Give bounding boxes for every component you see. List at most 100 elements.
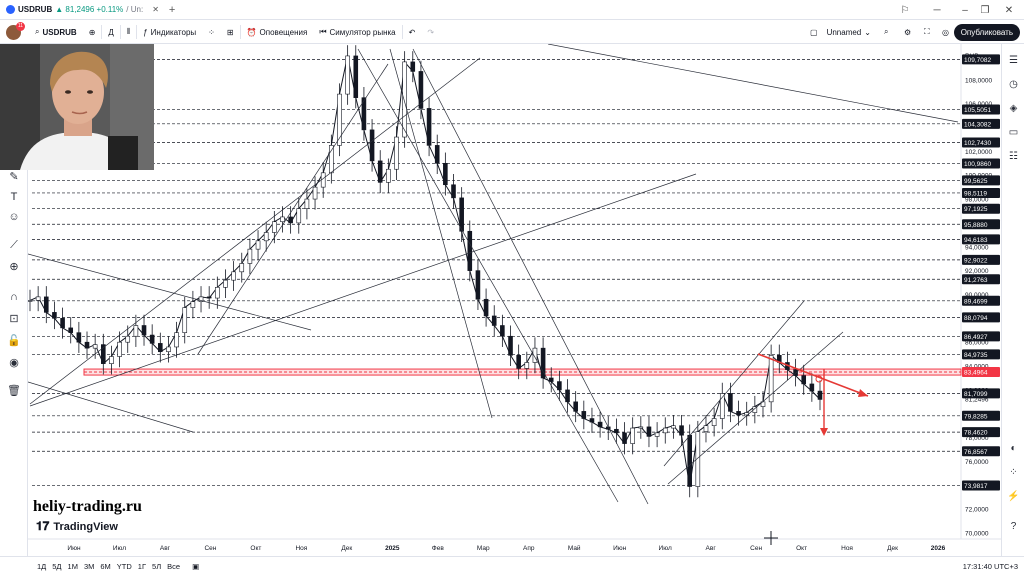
eye-icon[interactable]: ◉ (9, 357, 19, 369)
indicators-button[interactable]: ƒ Индикаторы (137, 21, 202, 44)
candle-body (149, 334, 155, 344)
candle-body (768, 355, 774, 403)
snapshot-button[interactable]: ◎ (936, 21, 955, 44)
magnet-icon[interactable]: ∩ (10, 291, 18, 303)
alerts-button[interactable]: ⏰ Оповещения (241, 21, 314, 44)
maximize-icon[interactable]: ❐ (980, 4, 990, 16)
fullscreen-button[interactable]: ⛶ (918, 21, 936, 44)
tradingview-logo-icon: 𝟏𝟕 (36, 519, 50, 533)
redo-button[interactable]: ↷ (421, 21, 440, 44)
range-5y[interactable]: 5Л (152, 562, 162, 571)
range-ytd[interactable]: YTD (116, 562, 132, 571)
range-all[interactable]: Все (167, 562, 181, 571)
range-6m[interactable]: 6М (100, 562, 111, 571)
price-level-tag (962, 388, 1000, 399)
candle-body (84, 341, 90, 349)
candle-body (263, 232, 269, 242)
lock-drawings-icon[interactable]: ⊡ (9, 313, 19, 325)
y-tick-label: 94,0000 (965, 244, 989, 251)
undo-icon: ↶ (408, 27, 416, 37)
trend-line (667, 331, 844, 485)
range-1d[interactable]: 1Д (37, 562, 47, 571)
indicators-icon: ƒ (143, 27, 148, 37)
close-tab-icon[interactable]: ✕ (152, 5, 159, 14)
layers-icon[interactable]: ◈ (1009, 103, 1018, 114)
site-watermark: heliy-trading.ru (33, 498, 142, 515)
y-tick-label: 78,0000 (965, 435, 989, 442)
price-level-label: 100,9860 (964, 161, 991, 168)
zoom-in-icon[interactable]: ⊕ (9, 261, 19, 273)
x-tick-label: Апр (523, 545, 535, 552)
tab-price-change: ▲ 81,2496 +0.11% (55, 5, 124, 14)
y-tick-label: 76,0000 (965, 459, 989, 466)
settings-button[interactable]: ⚙ (898, 21, 917, 44)
trash-icon[interactable]: 🗑 (7, 385, 21, 397)
bottom-toolbar: 1Д 5Д 1М 3М 6М YTD 1Г 5Л Все ▣ 17:31:40 … (0, 556, 1024, 576)
range-5d[interactable]: 5Д (52, 562, 62, 571)
chart-canvas[interactable]: RUB70,000072,000076,000078,000080,000082… (28, 44, 1001, 556)
candle-body (589, 418, 595, 423)
candle-body (190, 301, 196, 308)
interval-button[interactable]: Д (102, 21, 119, 44)
clock[interactable]: 17:31:40 UTC+3 (962, 562, 1018, 571)
price-level-tag (962, 104, 1000, 115)
y-tick-label: 92,0000 (965, 268, 989, 275)
candle-body (532, 347, 538, 363)
price-chart[interactable]: RUB70,000072,000076,000078,000080,000082… (28, 44, 1001, 556)
help-icon[interactable]: ? (1010, 521, 1017, 532)
price-level-label: 99,5625 (964, 178, 988, 185)
tradingview-logo: 𝟏𝟕 TradingView (36, 519, 118, 534)
marker-circle (815, 375, 823, 383)
range-3m[interactable]: 3М (83, 562, 95, 571)
text-tool-icon[interactable]: T (10, 191, 18, 203)
ruler-icon[interactable]: ⟋ (10, 239, 18, 251)
minimize-window-icon[interactable]: ─ (933, 4, 941, 16)
layout-name-button[interactable]: ▢ Unnamed ⌄ (804, 21, 877, 44)
watchlist-icon[interactable]: ☰ (1009, 55, 1018, 66)
arrow-head (820, 428, 828, 436)
close-window-icon[interactable]: ✕ (1004, 4, 1014, 16)
dom-icon[interactable]: ⁘ (1009, 467, 1018, 478)
chat-icon[interactable]: ▭ (1008, 127, 1019, 138)
compare-symbol-button[interactable]: ⊕ (83, 21, 102, 44)
compass-icon[interactable]: ◐ (1010, 443, 1017, 454)
browser-tab[interactable]: USDRUB ▲ 81,2496 +0.11% / Un: ✕ (0, 0, 165, 20)
range-1y[interactable]: 1Г (137, 562, 147, 571)
sign-icon[interactable]: ⚐ (900, 4, 910, 16)
signal-icon[interactable]: ⚡ (1007, 491, 1020, 502)
symbol-search-button[interactable]: ⌕ USDRUB (29, 21, 83, 44)
publish-button[interactable]: Опубликовать (953, 24, 1020, 41)
candle-body (516, 355, 521, 369)
alerts-clock-icon[interactable]: ◷ (1009, 79, 1018, 90)
x-tick-label: Окт (250, 545, 261, 552)
candle-body (198, 296, 204, 302)
replay-button[interactable]: ⏮ Симулятор рынка (313, 21, 401, 44)
alerts-label: Оповещения (259, 27, 308, 37)
chart-type-button[interactable]: ⫴ (121, 21, 136, 44)
divider (239, 25, 241, 39)
x-tick-label: Сен (204, 545, 216, 552)
indicator-templates-button[interactable]: ⁘ (202, 21, 221, 44)
candle-body (133, 325, 139, 337)
browser-tab-bar: USDRUB ▲ 81,2496 +0.11% / Un: ✕ + ⚐ ─ – … (0, 0, 1024, 20)
brush-icon[interactable]: ✎ (9, 171, 19, 183)
price-level-tag (962, 118, 1000, 129)
ideas-icon[interactable]: ☷ (1009, 151, 1018, 162)
price-level-label: 102,7430 (964, 140, 991, 147)
price-level-tag (962, 254, 1000, 265)
avatar[interactable]: 11 (6, 21, 25, 40)
quick-search-button[interactable]: ⌕ (878, 21, 894, 44)
date-range-icon[interactable]: ▣ (192, 562, 200, 571)
tab-symbol: USDRUB (18, 5, 53, 14)
emoji-icon[interactable]: ☺ (8, 211, 20, 223)
undo-button[interactable]: ↶ (403, 21, 422, 44)
new-tab-button[interactable]: + (168, 3, 176, 16)
gear-icon: ⚙ (904, 27, 912, 37)
candle-body (52, 312, 57, 319)
minimize-icon[interactable]: – (962, 4, 968, 16)
lock-icon[interactable]: 🔓 (7, 335, 21, 347)
candle-body (500, 325, 505, 337)
layouts-button[interactable]: ⊞ (221, 21, 240, 44)
range-1m[interactable]: 1М (67, 562, 78, 571)
